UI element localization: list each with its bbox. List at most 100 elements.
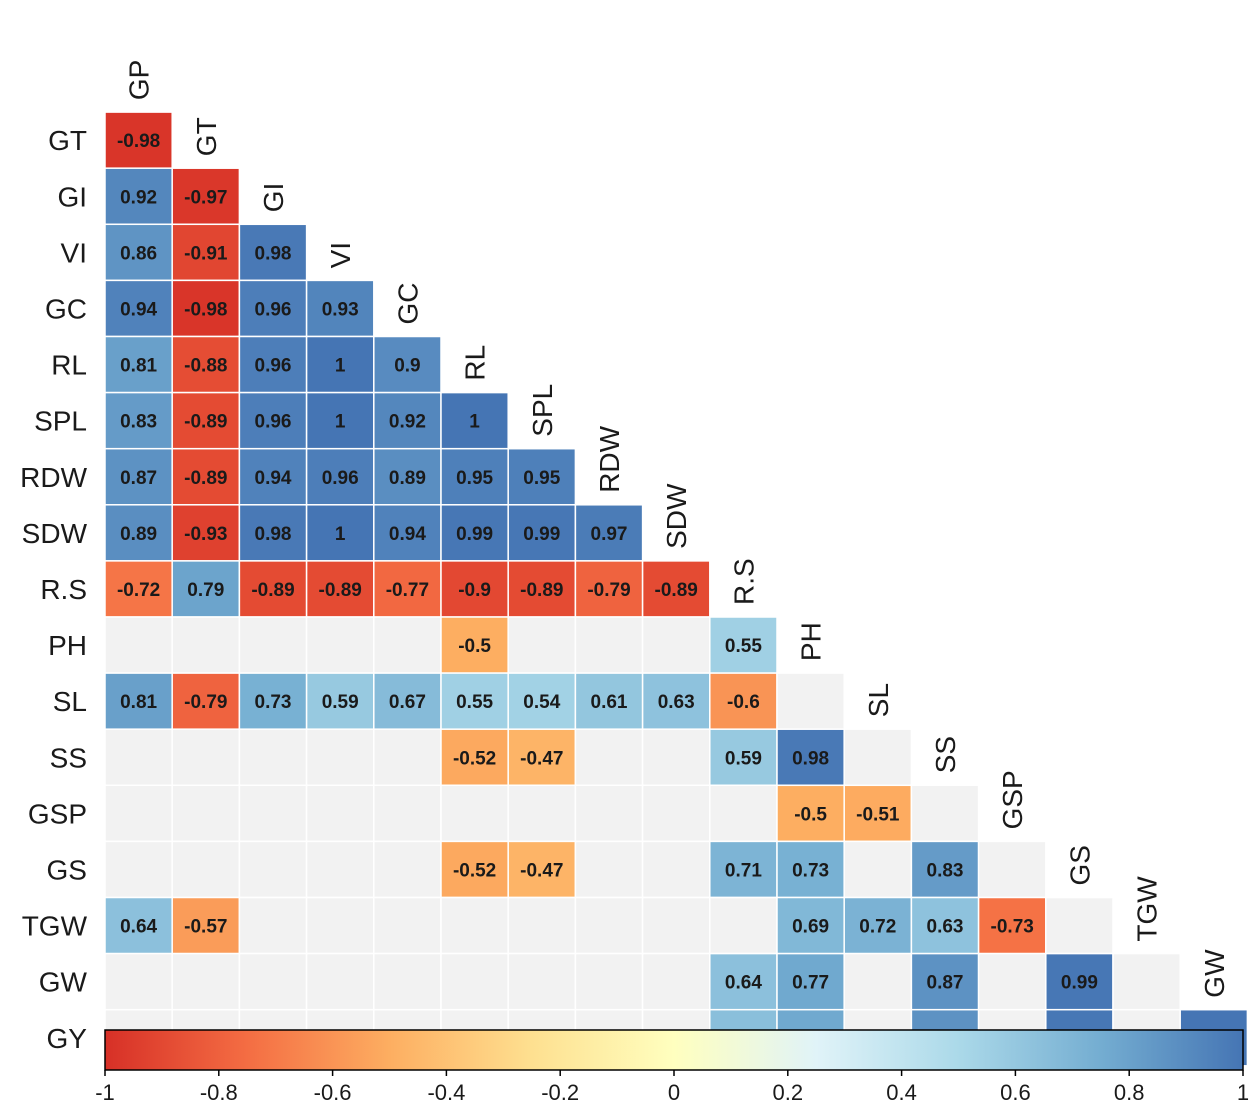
cell-value-label: 0.83 (120, 412, 157, 433)
column-label-gc: GC (392, 283, 423, 325)
row-label-sl: SL (53, 686, 87, 717)
cell-value-label: -0.89 (184, 412, 227, 433)
heatmap-cell (574, 728, 644, 787)
heatmap-cell (171, 952, 241, 1011)
cell-value-label: 0.98 (792, 748, 829, 769)
colorbar-tick-label: -0.8 (200, 1080, 238, 1105)
column-label-gsp: GSP (997, 770, 1028, 829)
heatmap-cell (238, 223, 308, 282)
heatmap-cell (104, 111, 173, 169)
heatmap-cell (104, 560, 173, 618)
row-label-ss: SS (50, 742, 87, 773)
cell-value-label: 0.99 (1061, 973, 1098, 994)
heatmap-cell (373, 840, 442, 899)
cell-value-label: -0.51 (856, 804, 900, 825)
heatmap-cell (641, 784, 711, 843)
heatmap-cell (709, 728, 778, 787)
heatmap-cell (776, 840, 845, 899)
column-label-tgw: TGW (1132, 876, 1163, 942)
cell-value-label: -0.9 (458, 580, 491, 601)
colorbar-tick-label: 1 (1237, 1080, 1249, 1105)
cell-value-label: -0.79 (184, 692, 227, 713)
heatmap-cell (709, 784, 778, 843)
cell-value-label: 1 (335, 412, 346, 433)
cell-value-label: 0.92 (120, 187, 157, 208)
heatmap-cell (305, 728, 375, 787)
heatmap-cell (776, 672, 845, 730)
heatmap-cell (171, 335, 241, 394)
column-label-ph: PH (796, 622, 827, 661)
cell-value-label: 0.61 (591, 692, 628, 713)
heatmap-cell (373, 616, 442, 674)
cell-value-label: 0.81 (120, 692, 157, 713)
heatmap-cell (843, 840, 913, 899)
cell-value-label: -0.52 (453, 748, 496, 769)
cell-value-label: -0.5 (458, 636, 491, 657)
cell-value-label: 0.64 (725, 973, 762, 994)
column-label-rl: RL (460, 345, 491, 381)
heatmap-cell (574, 784, 644, 843)
cell-value-label: 0.98 (255, 524, 292, 545)
cell-value-label: 0.93 (322, 299, 359, 320)
heatmap-cell (104, 616, 173, 674)
heatmap-cell (641, 616, 711, 674)
heatmap-cell (238, 840, 308, 899)
colorbar-tick-label: 0.8 (1114, 1080, 1145, 1105)
heatmap-cell (641, 728, 711, 787)
column-label-rs: R.S (728, 558, 759, 605)
heatmap-values: -0.980.92 -0.970.86 -0.91 0.980.94 -0.98 0.96… (117, 131, 1220, 1050)
heatmap-cell (305, 952, 375, 1011)
heatmap-cell (776, 952, 845, 1011)
cell-value-label: 0.81 (120, 356, 157, 377)
colorbar-tick-label: 0 (668, 1080, 680, 1105)
heatmap-cell (507, 896, 577, 955)
row-label-sdw: SDW (22, 518, 88, 549)
cell-value-label: 0.94 (389, 524, 426, 545)
row-labels: GT GI VI GC RL SPL RDW SDW R.S PH SL SS GSP GS TGW GW GY (20, 125, 87, 1054)
heatmap-cell (305, 616, 375, 674)
heatmap-cell (440, 952, 509, 1011)
cell-value-label: 0.96 (255, 356, 292, 377)
column-labels: GP GT GI VI GC RL SPL RDW SDW R.S PH SL SS GSP GS TGW GW… (124, 60, 1230, 998)
column-label-sl: SL (863, 683, 894, 717)
row-label-gy: GY (47, 1023, 88, 1054)
cell-value-label: 0.94 (120, 299, 157, 320)
heatmap-cell (440, 840, 509, 899)
heatmap-cell (641, 840, 711, 899)
heatmap-cell (977, 896, 1047, 955)
heatmap-cell (171, 616, 241, 674)
heatmap-cell (641, 896, 711, 955)
cell-value-label: 0.96 (255, 412, 292, 433)
heatmap-cell (440, 784, 509, 843)
heatmap-cell (104, 952, 173, 1011)
column-label-gi: GI (258, 183, 289, 213)
heatmap-cell (776, 784, 845, 843)
cell-value-label: -0.73 (991, 917, 1034, 938)
heatmap-cell (305, 279, 375, 338)
row-label-gi: GI (57, 181, 87, 212)
row-label-gc: GC (45, 293, 87, 324)
heatmap-cell (440, 672, 509, 730)
heatmap-cell (910, 784, 980, 843)
heatmap-cell (238, 952, 308, 1011)
heatmap-cell (574, 952, 644, 1011)
cell-value-label: 0.72 (859, 917, 896, 938)
cell-value-label: 0.77 (792, 973, 829, 994)
cell-value-label: 1 (335, 524, 346, 545)
heatmap-cell (1045, 896, 1114, 955)
column-label-rdw: RDW (594, 425, 625, 492)
cell-value-label: 0.89 (389, 468, 426, 489)
colorbar-tick-label: -1 (95, 1080, 115, 1105)
cell-value-label: -0.89 (655, 580, 698, 601)
cell-value-label: 0.55 (456, 692, 493, 713)
heatmap-cell (305, 335, 375, 394)
heatmap-cell (373, 896, 442, 955)
heatmap-cell (641, 952, 711, 1011)
row-label-gs: GS (47, 854, 87, 885)
heatmap-cells (104, 111, 1249, 1067)
heatmap-cell (104, 784, 173, 843)
heatmap-cell (104, 167, 173, 226)
heatmap-cell (910, 840, 980, 899)
heatmap-cell (373, 952, 442, 1011)
